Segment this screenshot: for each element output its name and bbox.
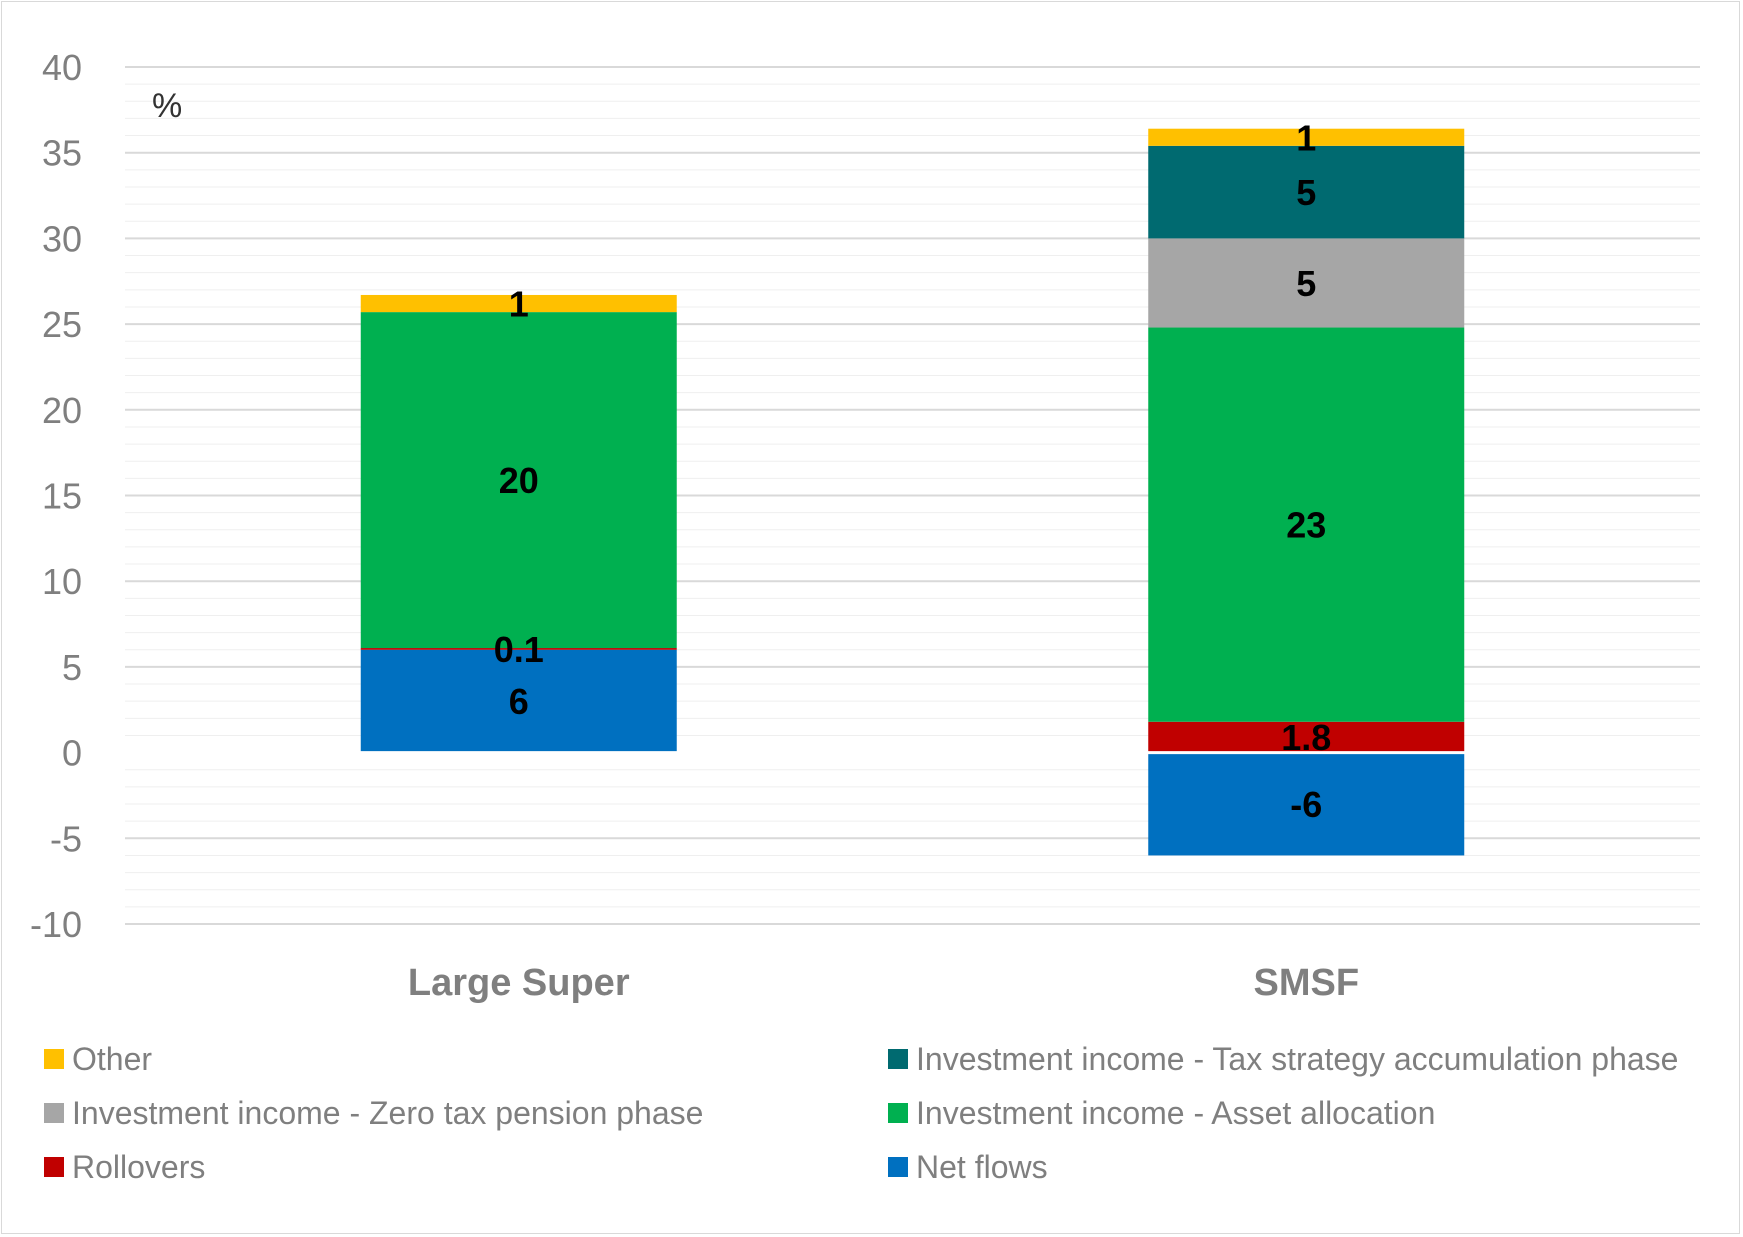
data-label: 5	[1296, 172, 1316, 213]
bar-segment	[360, 648, 677, 650]
legend-label: Investment income - Asset allocation	[916, 1094, 1436, 1131]
y-tick-label: 15	[42, 476, 82, 517]
y-tick-label: 35	[42, 133, 82, 174]
legend-swatch	[888, 1157, 908, 1177]
y-tick-label: 5	[62, 647, 82, 688]
bar-segment	[1148, 238, 1465, 328]
legend-item: Investment income - Tax strategy accumul…	[888, 1040, 1708, 1078]
bar-segment	[360, 312, 677, 649]
bar-segment	[1148, 721, 1465, 753]
legend-swatch	[44, 1103, 64, 1123]
category-label: SMSF	[1253, 962, 1359, 1004]
legend-swatch	[44, 1049, 64, 1069]
bar-segment	[1148, 128, 1465, 146]
bar-segment	[1148, 145, 1465, 239]
legend-item: Rollovers	[44, 1148, 888, 1186]
legend-swatch	[888, 1103, 908, 1123]
y-tick-label: 30	[42, 218, 82, 259]
legend: Other Investment income - Tax strategy ac…	[44, 1040, 1704, 1186]
data-label: 6	[509, 681, 529, 722]
bar-segment	[360, 294, 677, 313]
bar-segment	[1148, 752, 1465, 856]
legend-label: Investment income - Tax strategy accumul…	[916, 1040, 1679, 1077]
y-tick-label: 10	[42, 561, 82, 602]
data-label: 23	[1286, 505, 1326, 546]
legend-label: Other	[72, 1040, 153, 1077]
data-label: 20	[499, 460, 539, 501]
data-label: -6	[1290, 784, 1322, 825]
legend-label: Net flows	[916, 1148, 1048, 1185]
data-label: 0.1	[494, 629, 544, 670]
y-tick-label: -5	[50, 818, 82, 859]
y-tick-label: 25	[42, 304, 82, 345]
y-tick-label: 0	[62, 733, 82, 774]
y-tick-label: -10	[30, 904, 82, 945]
data-label: 5	[1296, 263, 1316, 304]
data-labels: 6 0.1 20 1 -6 1.8 23 5 5 1	[494, 117, 1332, 825]
y-axis-ticks: 40 35 30 25 20 15 10 5 0 -5 -10	[30, 47, 82, 945]
data-label: 1	[509, 284, 529, 325]
bar-segment	[1148, 327, 1465, 722]
legend-label: Rollovers	[72, 1148, 206, 1185]
y-tick-label: 40	[42, 47, 82, 88]
bars	[125, 128, 1700, 856]
data-label: 1	[1296, 117, 1316, 158]
legend-label: Investment income - Zero tax pension pha…	[72, 1094, 704, 1131]
legend-item: Other	[44, 1040, 888, 1078]
category-label: Large Super	[408, 962, 630, 1004]
y-axis-unit-label: %	[152, 87, 182, 125]
legend-item: Investment income - Asset allocation	[888, 1094, 1708, 1132]
data-label: 1.8	[1281, 717, 1331, 758]
legend-item: Investment income - Zero tax pension pha…	[44, 1094, 888, 1132]
legend-item: Net flows	[888, 1148, 1708, 1186]
bar-segment	[360, 649, 677, 753]
legend-swatch	[44, 1157, 64, 1177]
x-axis-categories: Large Super SMSF	[408, 962, 1359, 1004]
legend-swatch	[888, 1049, 908, 1069]
y-tick-label: 20	[42, 390, 82, 431]
